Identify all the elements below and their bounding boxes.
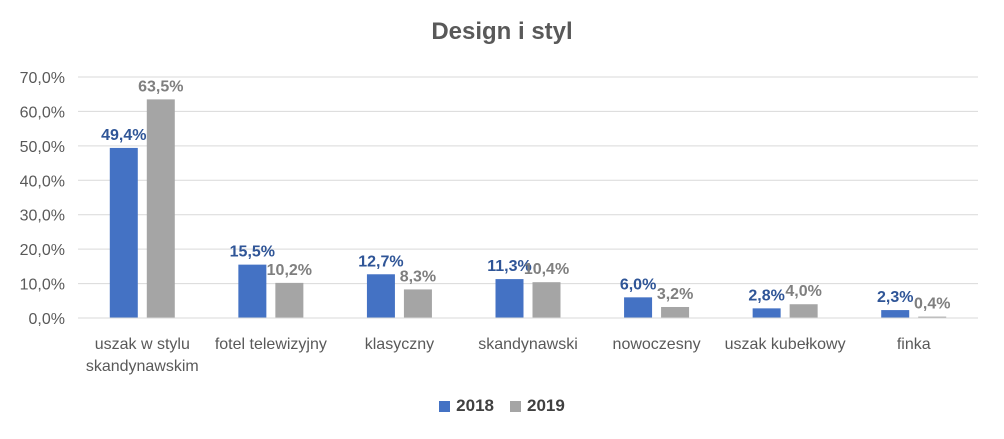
chart-title: Design i styl <box>431 18 573 45</box>
x-tick-label: finka <box>897 336 931 353</box>
bar-2019 <box>403 289 432 318</box>
data-label-2019: 4,0% <box>785 283 821 300</box>
data-label-2018: 6,0% <box>620 276 656 293</box>
x-tick-label: skandynawskim <box>86 358 199 375</box>
bar-2018 <box>366 274 395 318</box>
y-tick-label: 10,0% <box>20 277 65 294</box>
y-tick-label: 40,0% <box>20 173 65 190</box>
x-tick-label: klasyczny <box>365 336 434 353</box>
y-tick-label: 20,0% <box>20 242 65 259</box>
y-tick-label: 60,0% <box>20 104 65 121</box>
bar-2019 <box>661 306 690 318</box>
x-tick-label: nowoczesny <box>613 336 701 353</box>
x-tick-label: fotel telewizyjny <box>215 336 327 353</box>
legend-item-2018: 2018 <box>439 396 494 416</box>
x-tick-label: uszak kubełkowy <box>725 336 846 353</box>
data-label-2019: 8,3% <box>400 268 436 285</box>
data-label-2019: 10,2% <box>267 262 312 279</box>
legend-label-2018: 2018 <box>456 396 494 415</box>
data-label-2019: 10,4% <box>524 261 569 278</box>
bar-2019 <box>918 316 947 318</box>
bar-2019 <box>532 282 561 318</box>
data-label-2018: 49,4% <box>101 127 146 144</box>
data-label-2019: 3,2% <box>657 286 693 303</box>
data-label-2018: 15,5% <box>230 244 275 261</box>
data-label-2018: 2,8% <box>748 287 784 304</box>
data-label-2018: 11,3% <box>487 258 531 275</box>
y-tick-label: 70,0% <box>20 70 65 87</box>
bar-2019 <box>789 304 818 318</box>
data-label-2018: 12,7% <box>358 253 403 270</box>
legend: 2018 2019 <box>0 396 1004 416</box>
y-tick-label: 0,0% <box>29 311 65 328</box>
x-tick-label: skandynawski <box>478 336 578 353</box>
bar-2019 <box>146 99 175 318</box>
bar-2018 <box>238 264 267 318</box>
data-label-2019: 63,5% <box>138 78 183 95</box>
x-tick-label: uszak w stylu <box>95 336 190 353</box>
y-tick-label: 50,0% <box>20 139 65 156</box>
data-label-2019: 0,4% <box>914 296 950 313</box>
legend-label-2019: 2019 <box>527 396 565 415</box>
legend-swatch-2018 <box>439 400 451 412</box>
bar-2018 <box>752 308 781 318</box>
data-label-2018: 2,3% <box>877 289 913 306</box>
bar-2018 <box>624 297 653 318</box>
legend-swatch-2019 <box>510 400 521 412</box>
legend-item-2019: 2019 <box>510 396 565 416</box>
bar-2018 <box>109 147 138 318</box>
bar-2019 <box>275 282 304 318</box>
bar-2018 <box>495 279 524 318</box>
y-tick-label: 30,0% <box>20 208 65 225</box>
bar-2018 <box>881 310 910 318</box>
